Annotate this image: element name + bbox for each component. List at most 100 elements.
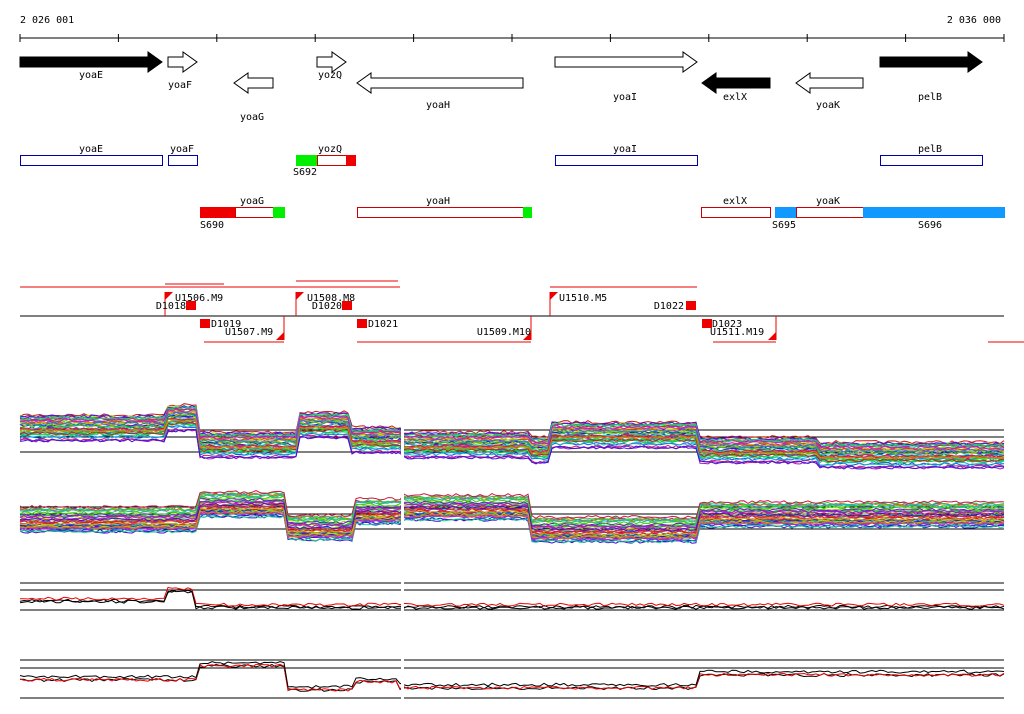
expression-line xyxy=(19,491,1005,522)
segment-box xyxy=(523,207,532,218)
expression-line xyxy=(19,428,1005,470)
boundary-label: D1020 xyxy=(312,301,342,312)
boundary-label: U1506.M9 xyxy=(175,293,223,304)
gene-arrow xyxy=(795,72,864,94)
segment-label: S690 xyxy=(200,220,224,231)
expression-line xyxy=(19,405,1005,446)
gene-arrow xyxy=(19,51,163,73)
ruler-ticks xyxy=(19,34,1005,42)
segment-gene-label: yoaE xyxy=(79,144,103,155)
gene-arrow xyxy=(167,51,198,73)
boundary-label: U1510.M5 xyxy=(559,293,607,304)
boundary-label: U1507.M9 xyxy=(225,327,273,338)
segment-box xyxy=(880,155,983,166)
boundary-label: D1022 xyxy=(654,301,684,312)
boundary-box xyxy=(686,301,696,310)
boundary-label: D1019 xyxy=(211,319,241,330)
expression-line xyxy=(19,510,1005,540)
segment-box xyxy=(317,155,347,166)
ruler-start: 2 026 001 xyxy=(20,15,74,26)
boundary-box xyxy=(702,319,712,328)
expression-line xyxy=(19,421,1005,463)
expression-line xyxy=(19,511,1005,541)
segment-box xyxy=(235,207,274,218)
expression-line xyxy=(19,408,1005,450)
expression-line xyxy=(19,418,1005,460)
expression-line xyxy=(19,406,1005,448)
expression-line xyxy=(19,499,1005,529)
expression-line xyxy=(20,494,1005,524)
expression-line xyxy=(19,427,1005,469)
boundary-label: U1508.M8 xyxy=(307,293,355,304)
boundary-box xyxy=(342,301,352,310)
expression-line xyxy=(19,590,1005,610)
expression-line xyxy=(19,490,1005,519)
segment-box xyxy=(775,207,797,218)
segment-box xyxy=(273,207,285,218)
expression-line xyxy=(19,495,1004,525)
segment-gene-label: yoaK xyxy=(816,196,840,207)
gene-label: yozQ xyxy=(318,70,342,81)
expression-line xyxy=(19,425,1005,466)
gene-label: yoaF xyxy=(168,80,192,91)
expression-line xyxy=(19,414,1005,456)
boundary-box xyxy=(186,301,196,310)
gene-label: exlX xyxy=(723,92,747,103)
boundary-label: D1023 xyxy=(712,319,742,330)
segment-box xyxy=(20,155,163,166)
boundary-label: U1509.M10 xyxy=(477,327,531,338)
segment-box xyxy=(296,155,318,166)
boundary-flag xyxy=(550,292,558,300)
segment-box xyxy=(168,155,198,166)
ruler-end: 2 036 000 xyxy=(947,15,1001,26)
segment-box xyxy=(701,207,771,218)
expression-line xyxy=(19,586,1005,607)
segment-gene-label: yoaG xyxy=(240,196,264,207)
segment-label: S695 xyxy=(772,220,796,231)
expression-line xyxy=(19,406,1005,447)
gene-arrow xyxy=(554,51,698,73)
expression-line xyxy=(19,507,1005,536)
gene-label: yoaG xyxy=(240,112,264,123)
gene-track: yoaE yoaF yoaG yozQ yoaH yoaI exlX yoaK pelB xyxy=(19,51,983,123)
segment-track: yoaE yoaF yozQ yoaI pelB yoaG yoaH exlX yoaK S692… xyxy=(20,144,1005,231)
expression-line xyxy=(19,663,1005,692)
gene-label: pelB xyxy=(918,92,942,103)
gene-arrow xyxy=(356,72,524,94)
segment-label: S696 xyxy=(918,220,942,231)
gene-label: yoaH xyxy=(426,100,450,111)
boundary-box xyxy=(357,319,367,328)
expression-line xyxy=(19,497,1005,527)
segment-box xyxy=(863,207,1005,218)
boundary-flag xyxy=(296,292,304,300)
segment-box xyxy=(555,155,698,166)
boundary-box xyxy=(200,319,210,328)
gene-label: yoaK xyxy=(816,100,840,111)
expression-tracks xyxy=(19,400,1005,700)
expression-line xyxy=(19,411,1005,453)
boundary-flag xyxy=(768,332,776,340)
gene-arrow xyxy=(233,72,274,94)
segment-box xyxy=(357,207,524,218)
expression-line xyxy=(19,425,1005,466)
segment-box xyxy=(796,207,864,218)
segment-box xyxy=(346,155,356,166)
segment-gene-label: yoaI xyxy=(613,144,637,155)
gene-label: yoaE xyxy=(79,70,103,81)
segment-gene-label: yozQ xyxy=(318,144,342,155)
segment-gene-label: yoaF xyxy=(170,144,194,155)
gene-arrow xyxy=(316,51,347,73)
gene-label: yoaI xyxy=(613,92,637,103)
boundary-flag xyxy=(165,292,173,300)
boundary-label: U1511.M19 xyxy=(710,327,764,338)
segment-label: S692 xyxy=(293,167,317,178)
track-gap xyxy=(401,400,404,700)
expression-line xyxy=(19,500,1005,530)
boundary-label: D1018 xyxy=(156,301,186,312)
boundary-flag xyxy=(276,332,284,340)
gene-arrow xyxy=(701,72,771,94)
expression-line xyxy=(19,661,1005,689)
segment-gene-label: pelB xyxy=(918,144,942,155)
